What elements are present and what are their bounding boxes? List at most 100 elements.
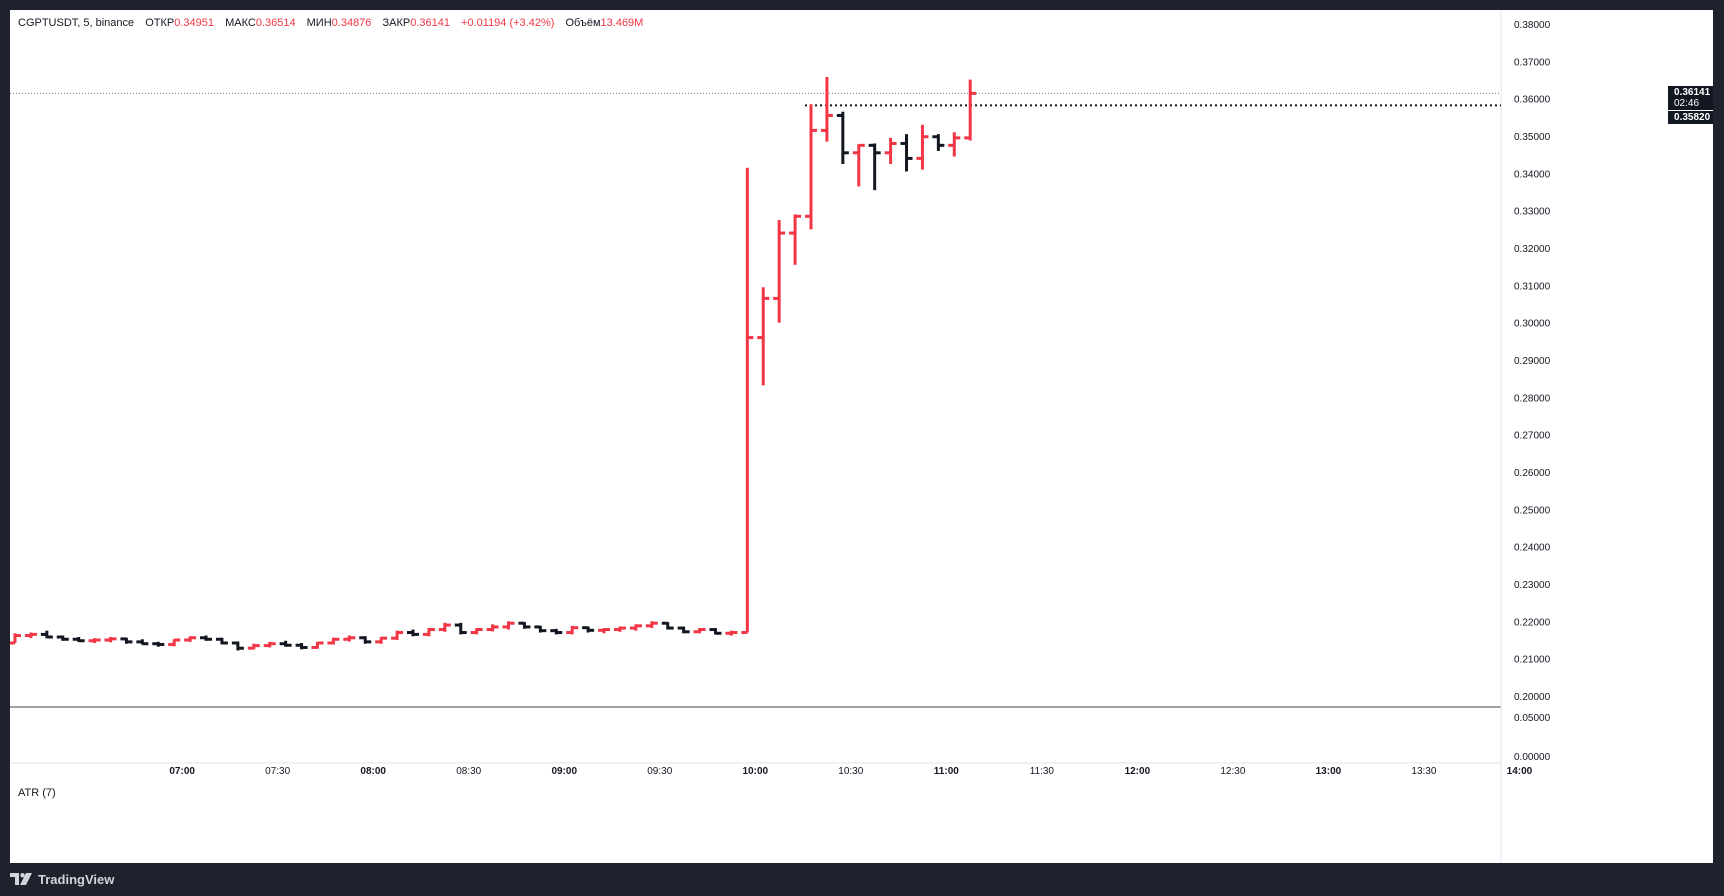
ohlc-bar <box>629 624 642 631</box>
x-tick-label: 10:00 <box>742 766 768 777</box>
ohlc-bar <box>773 220 786 323</box>
ohlc-bar <box>836 111 849 164</box>
y-tick-label: 0.30000 <box>1514 319 1551 330</box>
y-tick-label: 0.32000 <box>1514 244 1551 255</box>
ohlc-bar <box>422 628 435 637</box>
ohlc-bar <box>88 638 101 643</box>
ohlc-bar <box>327 637 340 645</box>
ohlc-bar <box>343 635 356 642</box>
last-price-value: 0.36141 <box>1674 87 1711 99</box>
ohlc-bar <box>168 638 181 647</box>
x-tick-label: 09:30 <box>647 766 672 777</box>
symbol-legend: CGPTUSDT, 5, binance ОТКР0.34951 МАКС0.3… <box>18 17 643 29</box>
last-price-tag: 0.36141 02:46 <box>1668 86 1713 111</box>
x-tick-label: 10:30 <box>838 766 863 777</box>
atr-tick-label: 0.00000 <box>1514 752 1551 763</box>
ohlc-bar <box>120 637 133 644</box>
tradingview-logo-icon <box>10 873 32 885</box>
ohlc-bar <box>502 621 515 630</box>
ohlc-bar <box>518 621 531 629</box>
y-tick-label: 0.28000 <box>1514 393 1551 404</box>
y-tick-label: 0.23000 <box>1514 580 1551 591</box>
close-value: 0.36141 <box>410 17 450 29</box>
volume-label: Объём <box>565 17 601 29</box>
ohlc-bar <box>200 635 213 641</box>
ohlc-bar <box>582 626 595 633</box>
x-tick-label: 08:30 <box>456 766 481 777</box>
ohlc-bar <box>805 104 817 230</box>
ohlc-bar <box>948 132 961 157</box>
low-label: МИН <box>306 17 332 29</box>
ohlc-bar <box>311 641 324 649</box>
ohlc-bar <box>566 625 579 635</box>
low-value: 0.34876 <box>331 17 372 29</box>
high-value: 0.36514 <box>255 17 296 29</box>
y-tick-label: 0.27000 <box>1514 431 1551 442</box>
ohlc-bar <box>359 636 372 644</box>
ohlc-bar <box>741 167 754 635</box>
close-label: ЗАКР <box>382 17 411 29</box>
x-tick-label: 11:30 <box>1030 766 1055 777</box>
ohlc-bar <box>900 134 913 172</box>
ohlc-bar <box>470 628 483 635</box>
ohlc-bar <box>438 622 451 632</box>
ohlc-bar <box>10 633 21 645</box>
open-value: 0.34951 <box>174 17 215 29</box>
bar-countdown: 02:46 <box>1674 98 1700 110</box>
y-tick-label: 0.38000 <box>1514 20 1551 31</box>
y-tick-label: 0.36000 <box>1514 95 1551 106</box>
x-tick-label: 07:00 <box>169 766 195 777</box>
x-tick-label: 13:30 <box>1411 766 1436 777</box>
high-label: МАКС <box>225 17 256 29</box>
prev-close-tag: 0.35820 <box>1668 111 1713 125</box>
x-tick-label: 12:00 <box>1125 766 1151 777</box>
ohlc-bar <box>56 635 69 641</box>
ohlc-bar <box>295 642 308 650</box>
ohlc-bar <box>645 621 658 629</box>
ohlc-bar <box>550 628 563 635</box>
ohlc-bar <box>709 628 722 635</box>
ohlc-bar <box>263 641 276 648</box>
ohlc-bar <box>964 79 977 141</box>
ohlc-bar <box>868 143 881 191</box>
ohlc-bar <box>407 629 419 637</box>
ohlc-bar <box>725 630 738 636</box>
y-tick-label: 0.25000 <box>1514 505 1551 516</box>
y-tick-label: 0.33000 <box>1514 207 1551 218</box>
tradingview-brand: TradingView <box>38 871 115 887</box>
x-tick-label: 09:00 <box>551 766 577 777</box>
y-tick-label: 0.20000 <box>1514 692 1551 703</box>
y-tick-label: 0.29000 <box>1514 356 1551 367</box>
ohlc-bar <box>215 637 228 645</box>
chart-canvas[interactable]: 0.38000 0.37000 0.36000 0.35000 0.34000 0.330… <box>10 10 1713 863</box>
ohlc-bar <box>391 630 404 640</box>
ohlc-bar <box>884 137 897 164</box>
y-tick-label: 0.31000 <box>1514 281 1551 292</box>
ohlc-bar <box>231 641 244 651</box>
y-tick-label: 0.22000 <box>1514 617 1551 628</box>
ohlc-bar <box>104 637 117 643</box>
ohlc-bar <box>852 143 865 187</box>
x-tick-label: 08:00 <box>360 766 386 777</box>
chart-frame[interactable]: 0.38000 0.37000 0.36000 0.35000 0.34000 0.330… <box>10 10 1713 863</box>
ohlc-bar <box>40 630 53 639</box>
change-value: +0.01194 (+3.42%) <box>461 17 555 29</box>
ohlc-bar <box>375 636 388 644</box>
ohlc-bar <box>613 626 626 632</box>
atr-indicator-label[interactable]: ATR (7) <box>18 787 56 799</box>
ohlc-bar <box>916 124 929 170</box>
ohlc-bar <box>534 625 547 633</box>
x-tick-label: 14:00 <box>1507 766 1533 777</box>
tradingview-footer[interactable]: TradingView <box>10 870 114 888</box>
symbol-name[interactable]: CGPTUSDT, 5, binance <box>18 17 135 29</box>
ohlc-bar <box>677 626 690 634</box>
ohlc-bar <box>136 639 149 646</box>
x-tick-label: 13:00 <box>1316 766 1342 777</box>
ohlc-bar <box>152 641 165 647</box>
ohlc-bar <box>757 287 770 386</box>
ohlc-bar <box>454 622 467 635</box>
y-tick-label: 0.37000 <box>1514 57 1551 68</box>
ohlc-bar <box>247 643 260 650</box>
open-label: ОТКР <box>145 17 175 29</box>
ohlc-bar <box>184 636 197 642</box>
